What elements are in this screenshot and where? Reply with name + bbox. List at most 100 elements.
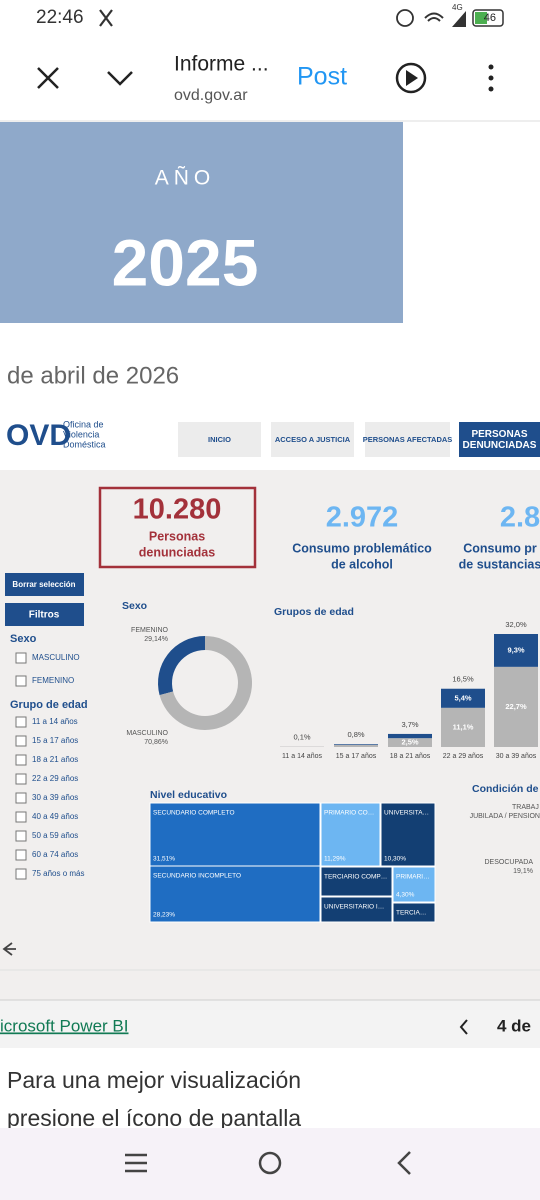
x-tick-label: 15 a 17 años: [336, 753, 377, 760]
nav-label: INICIO: [208, 435, 231, 444]
cell-value: 4,30%: [396, 892, 415, 899]
nav-button[interactable]: [459, 422, 540, 457]
treemap-cell: [392, 902, 436, 923]
filter-option: 22 a 29 años: [32, 774, 78, 783]
checkbox[interactable]: [15, 716, 27, 728]
logo-text: Violencia: [63, 429, 99, 439]
battery-level-text: 46: [484, 12, 496, 24]
checkbox[interactable]: [15, 811, 27, 823]
kpi-label: de alcohol: [331, 557, 393, 571]
home-button[interactable]: [258, 1151, 282, 1175]
play-icon[interactable]: [395, 62, 427, 94]
cell-value: 11,29%: [324, 856, 346, 863]
chevron-icon[interactable]: [107, 71, 133, 86]
kpi-box: [98, 486, 257, 569]
slice-value: 29,14%: [144, 636, 168, 643]
bar-segment: [388, 738, 432, 747]
slice-label: MASCULINO: [126, 730, 168, 737]
bar-segment: [494, 666, 538, 747]
filter-option: 40 a 49 años: [32, 812, 78, 821]
checkbox[interactable]: [15, 849, 27, 861]
close-icon[interactable]: [37, 67, 59, 89]
cell-value: 31,51%: [153, 856, 175, 863]
filter-title: Sexo: [10, 633, 37, 645]
date-text: de abril de 2026: [7, 362, 179, 389]
cell-label: TERCIA…: [396, 910, 426, 917]
domain: ovd.gov.ar: [174, 87, 248, 104]
banner: [0, 122, 403, 323]
nav-button[interactable]: [365, 422, 450, 457]
pbi-link[interactable]: icrosoft Power BI: [0, 1016, 129, 1035]
filter-option: 11 a 14 años: [32, 717, 78, 726]
page-title: Informe ...: [174, 53, 269, 76]
chart-title: Sexo: [122, 600, 147, 612]
condition-label: DESOCUPADA: [485, 859, 534, 866]
logo-text: Oficina de: [63, 419, 104, 429]
bar-segment: [494, 634, 538, 667]
x-logo: [99, 9, 113, 27]
nav-button[interactable]: [271, 422, 354, 457]
treemap-cell: [149, 865, 321, 923]
filters-button[interactable]: [5, 603, 84, 626]
recents-button[interactable]: [125, 1153, 147, 1173]
treemap-cell: [392, 866, 436, 903]
kpi-label: Consumo pr: [463, 541, 537, 555]
chart-title: Grupos de edad: [274, 606, 354, 618]
checkbox[interactable]: [15, 675, 27, 687]
treemap-cell: [320, 896, 393, 923]
wifi-icon: [424, 12, 444, 22]
banner-year: 2025: [112, 225, 259, 299]
alarm-icon: [396, 9, 414, 27]
kpi-label: Consumo problemático: [292, 541, 432, 555]
x-tick-label: 11 a 14 años: [282, 753, 322, 760]
banner-label: AÑO: [155, 166, 216, 190]
network: 4G: [452, 3, 463, 12]
cell-label: PRIMARIO CO…: [324, 810, 374, 817]
checkbox[interactable]: [15, 652, 27, 664]
kpi-label: Personas: [149, 529, 205, 543]
filters-label: Filtros: [29, 610, 60, 621]
post-button[interactable]: Post: [297, 63, 347, 91]
play-triangle: [406, 70, 418, 86]
checkbox[interactable]: [15, 754, 27, 766]
cell-label: UNIVERSITA…: [384, 810, 429, 817]
filter-option: 15 a 17 años: [32, 736, 78, 745]
prev-page[interactable]: [459, 1019, 468, 1035]
logo: OVD: [6, 419, 71, 452]
checkbox[interactable]: [15, 735, 27, 747]
bar-segment: [441, 707, 485, 747]
slice-label: FEMENINO: [131, 627, 169, 634]
checkbox[interactable]: [15, 792, 27, 804]
bar-segment: [334, 744, 378, 747]
nav-button[interactable]: [178, 422, 261, 457]
total-label: 0,1%: [293, 733, 310, 742]
treemap-cell: [320, 802, 381, 867]
bar-label: 11,1%: [453, 722, 474, 731]
cell-label: SECUNDARIO COMPLETO: [153, 810, 235, 817]
pbi-bar: [0, 1000, 540, 1048]
filter-option: 50 a 59 años: [32, 831, 78, 840]
donut-slice: [159, 636, 253, 730]
time: 22:46: [36, 7, 84, 28]
back-button[interactable]: [397, 1151, 411, 1175]
nav-label: PERSONAS: [471, 429, 527, 440]
back-arrow[interactable]: [2, 942, 16, 956]
checkbox[interactable]: [15, 773, 27, 785]
kpi-label: de sustancias: [459, 557, 540, 571]
menu-icon[interactable]: [488, 64, 494, 92]
checkbox[interactable]: [15, 830, 27, 842]
nav-label: DENUNCIADAS: [463, 440, 537, 451]
checkbox[interactable]: [15, 868, 27, 880]
slice-value: 70,86%: [144, 739, 168, 746]
total-label: 0,8%: [347, 730, 364, 739]
condition-value: 19,1%: [513, 868, 533, 875]
cell-label: UNIVERSITARIO I…: [324, 904, 384, 911]
bar-segment: [441, 688, 485, 708]
kpi-value: 2.972: [326, 502, 399, 534]
clear-button[interactable]: [5, 573, 84, 596]
nav-bar-cover: [0, 1128, 540, 1200]
x-tick-label: 22 a 29 años: [443, 753, 484, 760]
logo-text: Doméstica: [63, 439, 106, 449]
